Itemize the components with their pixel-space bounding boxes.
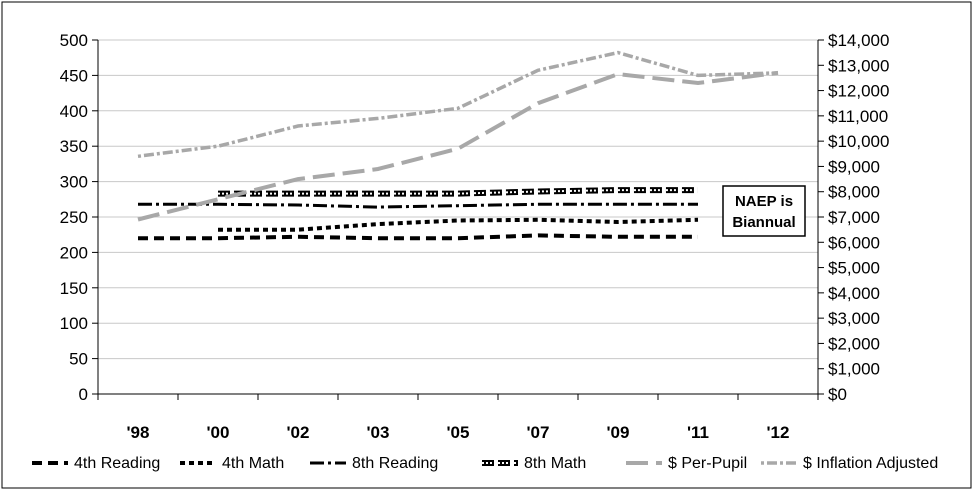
x-tick-label: '98 — [127, 423, 150, 442]
legend-label-inflation-adjusted: $ Inflation Adjusted — [803, 455, 938, 472]
right-tick-label: $10,000 — [828, 132, 889, 151]
legend-label-8th-reading: 8th Reading — [352, 455, 438, 472]
left-tick-label: 350 — [60, 137, 88, 156]
left-tick-label: 300 — [60, 173, 88, 192]
x-tick-label: '00 — [207, 423, 230, 442]
left-tick-label: 0 — [79, 385, 88, 404]
right-tick-label: $14,000 — [828, 31, 889, 50]
legend-label-8th-math: 8th Math — [524, 455, 586, 472]
right-tick-label: $7,000 — [828, 208, 880, 227]
left-tick-label: 50 — [69, 350, 88, 369]
right-tick-label: $4,000 — [828, 284, 880, 303]
annotation-line1: NAEP is — [735, 193, 793, 210]
right-tick-label: $13,000 — [828, 56, 889, 75]
x-tick-label: '05 — [447, 423, 470, 442]
legend-label-4th-math: 4th Math — [222, 455, 284, 472]
x-tick-label: '09 — [607, 423, 630, 442]
x-tick-label: '11 — [687, 423, 709, 442]
left-tick-label: 150 — [60, 279, 88, 298]
right-tick-label: $2,000 — [828, 334, 880, 353]
left-tick-label: 250 — [60, 208, 88, 227]
right-tick-label: $9,000 — [828, 157, 880, 176]
right-tick-label: $0 — [828, 385, 847, 404]
annotation: NAEP is Biannual — [723, 186, 805, 236]
right-tick-label: $6,000 — [828, 233, 880, 252]
x-tick-label: '02 — [287, 423, 310, 442]
x-tick-label: '03 — [367, 423, 390, 442]
right-tick-label: $5,000 — [828, 259, 880, 278]
right-tick-label: $8,000 — [828, 183, 880, 202]
x-tick-label: '12 — [767, 423, 790, 442]
right-tick-label: $12,000 — [828, 82, 889, 101]
legend-label-4th-reading: 4th Reading — [74, 455, 160, 472]
annotation-line2: Biannual — [732, 214, 795, 231]
left-tick-label: 500 — [60, 31, 88, 50]
left-tick-label: 450 — [60, 66, 88, 85]
right-tick-label: $1,000 — [828, 360, 880, 379]
right-tick-label: $11,000 — [828, 107, 888, 126]
left-tick-label: 400 — [60, 102, 88, 121]
x-tick-label: '07 — [527, 423, 550, 442]
legend-label-per-pupil: $ Per-Pupil — [668, 455, 747, 472]
right-tick-label: $3,000 — [828, 309, 880, 328]
left-tick-label: 100 — [60, 314, 88, 333]
left-tick-label: 200 — [60, 243, 88, 262]
